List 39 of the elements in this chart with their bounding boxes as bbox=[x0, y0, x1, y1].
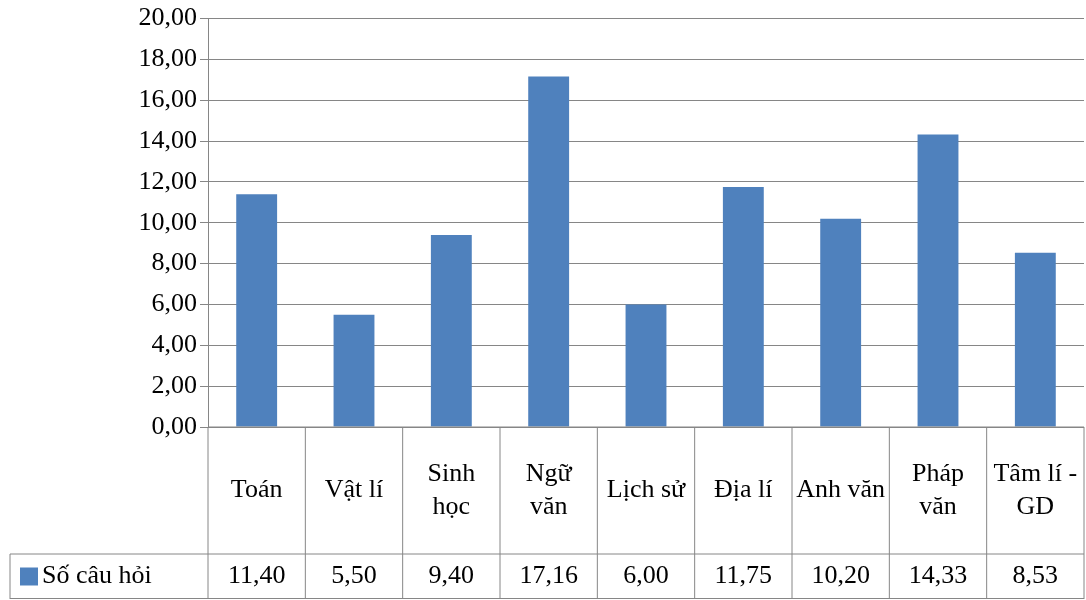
x-tick-label: Lịch sử bbox=[606, 474, 687, 504]
x-tick-label: Sinh học bbox=[427, 457, 476, 520]
legend-label: Số câu hỏi bbox=[42, 560, 152, 590]
bar bbox=[236, 194, 278, 427]
data-label: 11,40 bbox=[227, 560, 286, 590]
data-label: 6,00 bbox=[623, 560, 669, 590]
bar bbox=[430, 235, 472, 427]
y-tick-label: 4,00 bbox=[151, 329, 197, 359]
data-label: 17,16 bbox=[519, 560, 578, 590]
y-tick-label: 10,00 bbox=[138, 206, 197, 236]
x-tick-label: Anh văn bbox=[796, 474, 886, 504]
bar bbox=[528, 76, 570, 427]
y-tick-label: 2,00 bbox=[151, 369, 197, 399]
data-label: 8,53 bbox=[1012, 560, 1059, 590]
y-tick-label: 14,00 bbox=[138, 124, 197, 154]
bar bbox=[333, 314, 375, 427]
bar bbox=[722, 187, 764, 427]
data-label: 5,50 bbox=[331, 560, 377, 590]
x-tick-label: Ngữ văn bbox=[525, 457, 573, 520]
y-tick-label: 16,00 bbox=[138, 84, 197, 114]
y-tick-label: 12,00 bbox=[138, 165, 197, 195]
data-label: 9,40 bbox=[428, 560, 475, 590]
bar bbox=[625, 304, 667, 427]
x-tick-label: Pháp văn bbox=[912, 457, 964, 520]
y-tick-label: 8,00 bbox=[151, 247, 197, 277]
x-tick-label: Tâm lí - GD bbox=[993, 457, 1078, 520]
y-tick-label: 20,00 bbox=[138, 2, 197, 32]
x-tick-label: Toán bbox=[230, 474, 283, 504]
data-label: 11,75 bbox=[714, 560, 773, 590]
bar bbox=[820, 218, 862, 427]
y-tick-label: 6,00 bbox=[151, 288, 197, 318]
x-tick-label: Địa lí bbox=[714, 474, 773, 504]
data-label: 14,33 bbox=[908, 560, 968, 590]
bar bbox=[1014, 252, 1056, 427]
x-tick-label: Vật lí bbox=[324, 474, 384, 504]
y-tick-label: 18,00 bbox=[138, 43, 197, 73]
data-label: 10,20 bbox=[811, 560, 870, 590]
bar bbox=[917, 134, 959, 427]
y-tick-label: 0,00 bbox=[151, 410, 197, 440]
